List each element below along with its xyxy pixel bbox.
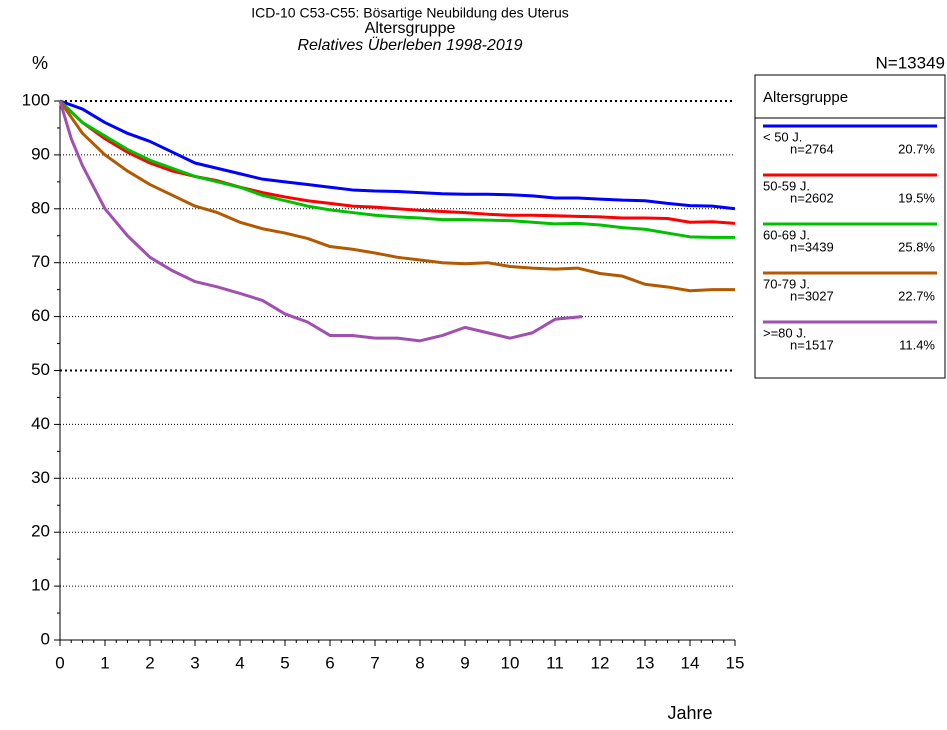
legend-label: < 50 J. xyxy=(763,129,802,144)
y-tick-label: 0 xyxy=(41,629,50,648)
x-tick-label: 10 xyxy=(501,653,520,672)
legend-count: n=3027 xyxy=(790,288,834,303)
total-count: N=13349 xyxy=(876,53,945,72)
series-line xyxy=(58,99,735,239)
series-line xyxy=(58,100,583,343)
y-tick-label: 50 xyxy=(31,360,50,379)
legend-count: n=1517 xyxy=(790,337,834,352)
x-tick-label: 12 xyxy=(591,653,610,672)
x-tick-label: 1 xyxy=(100,653,109,672)
chart-title: ICD-10 C53-C55: Bösartige Neubildung des… xyxy=(251,5,569,21)
legend-share: 20.7% xyxy=(898,141,935,156)
x-tick-label: 4 xyxy=(235,653,244,672)
y-tick-label: 10 xyxy=(31,576,50,595)
x-tick-label: 11 xyxy=(546,653,564,672)
legend-box xyxy=(754,74,946,379)
legend-share: 11.4% xyxy=(899,337,935,352)
legend-share: 22.7% xyxy=(898,288,935,303)
x-tick-label: 2 xyxy=(145,653,154,672)
legend-count: n=3439 xyxy=(790,239,834,254)
y-tick-label: 100 xyxy=(22,90,50,109)
legend-count: n=2602 xyxy=(790,190,834,205)
legend-title: Altersgruppe xyxy=(763,89,848,106)
series-line xyxy=(58,99,736,225)
legend-share: 25.8% xyxy=(898,239,935,254)
y-tick-label: 90 xyxy=(31,144,50,163)
x-tick-label: 9 xyxy=(460,653,469,672)
x-tick-label: 5 xyxy=(280,653,289,672)
chart-subtitle: Relatives Überleben 1998-2019 xyxy=(297,36,522,54)
x-axis-label: Jahre xyxy=(667,703,712,723)
chart-subtitle: Altersgruppe xyxy=(365,20,456,37)
legend-label: >=80 J. xyxy=(763,325,806,340)
y-tick-label: 70 xyxy=(31,252,50,271)
x-tick-label: 13 xyxy=(636,653,655,672)
y-tick-label: 80 xyxy=(31,198,50,217)
y-axis-label: % xyxy=(32,53,48,73)
x-tick-label: 7 xyxy=(370,653,379,672)
legend-share: 19.5% xyxy=(898,190,935,205)
x-tick-label: 6 xyxy=(325,653,334,672)
legend-label: 70-79 J. xyxy=(763,276,810,291)
legend-label: 50-59 J. xyxy=(763,178,810,193)
series-line xyxy=(58,100,735,293)
y-tick-label: 20 xyxy=(31,522,50,541)
y-tick-label: 40 xyxy=(31,414,50,433)
legend-count: n=2764 xyxy=(790,141,834,156)
x-tick-label: 3 xyxy=(190,653,199,672)
x-tick-label: 0 xyxy=(55,653,64,672)
series-line xyxy=(59,99,736,211)
x-tick-label: 8 xyxy=(415,653,424,672)
x-tick-label: 14 xyxy=(681,653,700,672)
y-tick-label: 60 xyxy=(31,306,50,325)
x-tick-label: 15 xyxy=(726,653,745,672)
y-tick-label: 30 xyxy=(31,468,50,487)
legend-label: 60-69 J. xyxy=(763,227,810,242)
